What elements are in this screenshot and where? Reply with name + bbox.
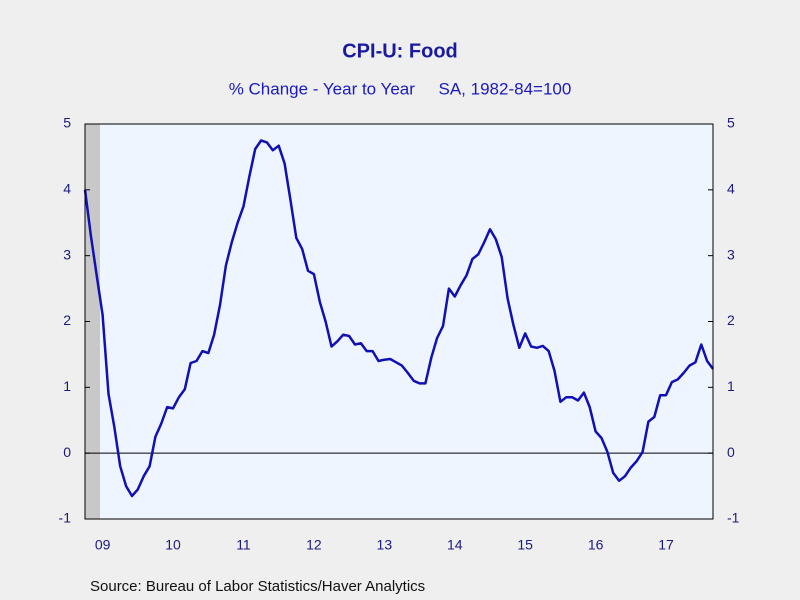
x-tick-label: 09 bbox=[95, 537, 111, 553]
y-tick-label: 0 bbox=[63, 444, 71, 460]
x-tick-label: 16 bbox=[588, 537, 604, 553]
y2-tick-label: 1 bbox=[727, 378, 735, 394]
x-tick-label: 11 bbox=[236, 537, 251, 553]
y2-tick-label: 3 bbox=[727, 246, 735, 262]
chart-title: CPI-U: Food bbox=[342, 40, 458, 62]
y-tick-label: 4 bbox=[63, 181, 71, 197]
x-tick-label: 17 bbox=[658, 537, 674, 553]
y-tick-label: -1 bbox=[59, 510, 72, 526]
x-tick-label: 14 bbox=[447, 537, 463, 553]
plot-border bbox=[84, 123, 714, 520]
source-note: Source: Bureau of Labor Statistics/Haver… bbox=[90, 578, 425, 595]
y-tick-label: 2 bbox=[63, 312, 71, 328]
y2-tick-label: 0 bbox=[727, 444, 735, 460]
y-tick-label: 1 bbox=[63, 378, 71, 394]
x-tick-label: 15 bbox=[517, 537, 533, 553]
plot-area bbox=[85, 124, 713, 519]
y-tick-label: 5 bbox=[63, 115, 71, 131]
x-tick-label: 10 bbox=[165, 537, 181, 553]
x-tick-label: 13 bbox=[377, 537, 393, 553]
y2-tick-label: 5 bbox=[727, 115, 735, 131]
y-tick-label: 3 bbox=[63, 246, 71, 262]
data-line bbox=[83, 139, 715, 498]
y2-tick-label: -1 bbox=[727, 510, 740, 526]
y2-tick-label: 4 bbox=[727, 181, 735, 197]
x-tick-label: 12 bbox=[306, 537, 322, 553]
y2-tick-label: 2 bbox=[727, 312, 735, 328]
chart-subtitle: % Change - Year to Year SA, 1982-84=100 bbox=[229, 79, 572, 98]
